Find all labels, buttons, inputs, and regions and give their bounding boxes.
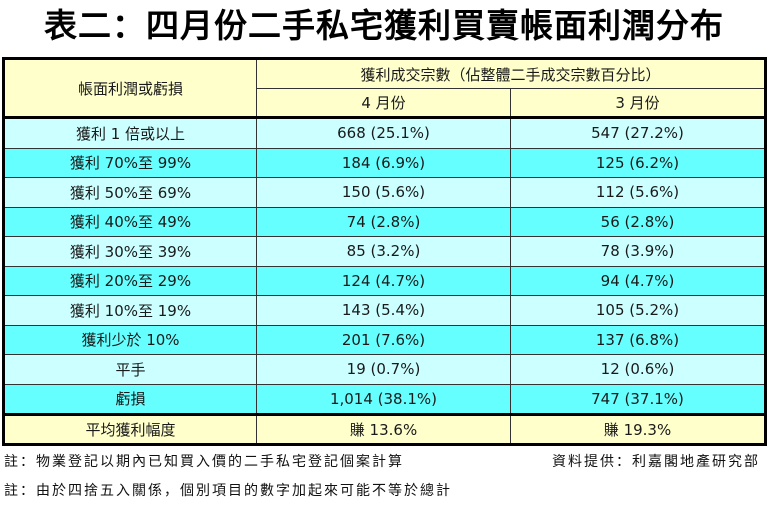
march-value: 125 (6.2%): [509, 147, 767, 178]
table-row: 獲利 10%至 19% 143 (5.4%) 105 (5.2%): [3, 295, 767, 326]
table-row: 獲利 40%至 49% 74 (2.8%) 56 (2.8%): [3, 206, 767, 237]
table-row: 獲利 20%至 29% 124 (4.7%) 94 (4.7%): [3, 265, 767, 296]
table-row: 虧損 1,014 (38.1%) 747 (37.1%): [3, 383, 767, 416]
april-value: 74 (2.8%): [256, 206, 511, 237]
source-credit: 資料提供：利嘉閣地產研究部: [552, 454, 760, 470]
row-label: 獲利 40%至 49%: [3, 206, 257, 237]
april-value: 85 (3.2%): [256, 236, 511, 267]
row-label: 獲利 1 倍或以上: [3, 117, 257, 149]
april-value: 150 (5.6%): [256, 177, 511, 208]
march-value: 94 (4.7%): [509, 265, 767, 296]
summary-label: 平均獲利幅度: [3, 414, 257, 445]
table-row: 獲利 1 倍或以上 668 (25.1%) 547 (27.2%): [3, 117, 767, 149]
april-value: 201 (7.6%): [256, 324, 511, 355]
row-label: 獲利少於 10%: [3, 324, 257, 355]
april-value: 143 (5.4%): [256, 295, 511, 326]
march-value: 137 (6.8%): [509, 324, 767, 355]
march-value: 547 (27.2%): [509, 117, 767, 149]
april-value: 184 (6.9%): [256, 147, 511, 178]
table-row: 獲利 50%至 69% 150 (5.6%) 112 (5.6%): [3, 177, 767, 208]
row-label: 獲利 30%至 39%: [3, 236, 257, 267]
table-row: 平手 19 (0.7%) 12 (0.6%): [3, 354, 767, 385]
april-value: 124 (4.7%): [256, 265, 511, 296]
summary-april: 賺 13.6%: [256, 414, 511, 445]
header-row-2: 4 月份 3 月份: [4, 88, 767, 119]
table-row: 獲利 30%至 39% 85 (3.2%) 78 (3.9%): [3, 236, 767, 267]
footnote-1: 註：物業登記以期內已知買入價的二手私宅登記個案計算: [4, 454, 404, 470]
table-row: 獲利少於 10% 201 (7.6%) 137 (6.8%): [3, 324, 767, 355]
summary-row: 平均獲利幅度 賺 13.6% 賺 19.3%: [3, 414, 767, 445]
header-row-1: 帳面利潤或虧損 獲利成交宗數（佔整體二手成交宗數百分比）: [3, 58, 767, 119]
march-value: 12 (0.6%): [509, 354, 767, 385]
row-label: 獲利 50%至 69%: [3, 177, 257, 208]
row-label: 虧損: [3, 383, 257, 416]
page-title: 表二：四月份二手私宅獲利買賣帳面利潤分布: [44, 6, 724, 45]
march-value: 747 (37.1%): [509, 383, 767, 416]
row-label: 獲利 10%至 19%: [3, 295, 257, 326]
table-row: 獲利 70%至 99% 184 (6.9%) 125 (6.2%): [3, 147, 767, 178]
march-value: 78 (3.9%): [509, 236, 767, 267]
footnote-2: 註：由於四捨五入關係，個別項目的數字加起來可能不等於總計: [4, 483, 452, 499]
profit-distribution-table: 帳面利潤或虧損 獲利成交宗數（佔整體二手成交宗數百分比） 4 月份 3 月份 獲…: [2, 57, 768, 446]
april-value: 668 (25.1%): [256, 117, 511, 149]
row-label: 平手: [3, 354, 257, 385]
group-header: 獲利成交宗數（佔整體二手成交宗數百分比）: [255, 58, 767, 89]
row-label: 獲利 70%至 99%: [3, 147, 257, 178]
column-header-march: 3 月份: [509, 88, 767, 119]
row-label: 獲利 20%至 29%: [3, 265, 257, 296]
march-value: 105 (5.2%): [509, 295, 767, 326]
row-label-header: 帳面利潤或虧損: [3, 58, 257, 119]
march-value: 112 (5.6%): [509, 177, 767, 208]
column-header-april: 4 月份: [256, 88, 511, 119]
summary-march: 賺 19.3%: [509, 414, 767, 445]
april-value: 19 (0.7%): [256, 354, 511, 385]
april-value: 1,014 (38.1%): [256, 383, 511, 416]
march-value: 56 (2.8%): [509, 206, 767, 237]
